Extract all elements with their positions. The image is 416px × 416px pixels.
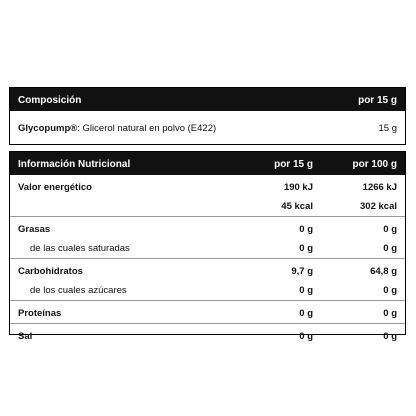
row-value-b: 302 kcal	[360, 201, 397, 212]
row-value-b: 1266 kJ	[362, 182, 397, 193]
row-label: Sal	[18, 331, 33, 342]
row-label: de los cuales azúcares	[30, 285, 127, 296]
row-value-b: 0 g	[383, 243, 397, 254]
row-label: Proteínas	[18, 308, 62, 319]
ingredient-name: Glycopump®	[18, 123, 78, 134]
row-fat: Grasas 0 g 0 g	[10, 220, 405, 239]
row-value-a: 0 g	[299, 331, 313, 342]
row-salt: Sal 0 g 0 g	[10, 327, 405, 346]
composition-header-col: por 15 g	[358, 95, 397, 106]
nutrition-header: Información Nutricional por 15 g por 100…	[10, 152, 405, 175]
row-sugars: de los cuales azúcares 0 g 0 g	[10, 281, 405, 301]
row-carbs: Carbohidratos 9,7 g 64,8 g	[10, 262, 405, 281]
composition-table: Composición por 15 g Glycopump®: Glicero…	[9, 87, 406, 145]
row-label: Carbohidratos	[18, 266, 83, 277]
ingredient-value: 15 g	[378, 123, 398, 134]
row-value-b: 64,8 g	[370, 266, 397, 277]
row-value-a: 0 g	[299, 308, 313, 319]
row-value-a: 45 kcal	[281, 201, 313, 212]
row-value-a: 0 g	[299, 224, 313, 235]
row-value-b: 0 g	[383, 331, 397, 342]
nutrition-header-label: Información Nutricional	[18, 159, 131, 170]
composition-header: Composición por 15 g	[10, 88, 405, 111]
row-value-a: 190 kJ	[283, 182, 313, 193]
row-value-a: 9,7 g	[291, 266, 313, 277]
row-saturated: de las cuales saturadas 0 g 0 g	[10, 239, 405, 259]
row-label: de las cuales saturadas	[30, 243, 130, 254]
row-energy-kcal: 45 kcal 302 kcal	[10, 197, 405, 217]
row-protein: Proteínas 0 g 0 g	[10, 304, 405, 324]
nutrition-header-col-a: por 15 g	[274, 159, 313, 170]
row-value-a: 0 g	[299, 285, 313, 296]
row-value-b: 0 g	[383, 308, 397, 319]
row-label: Grasas	[18, 224, 51, 235]
composition-row: Glycopump®: Glicerol natural en polvo (E…	[10, 119, 405, 138]
row-value-b: 0 g	[383, 224, 397, 235]
row-energy-kj: Valor energético 190 kJ 1266 kJ	[10, 178, 405, 197]
nutrition-table: Información Nutricional por 15 g por 100…	[9, 151, 406, 342]
nutrition-header-col-b: por 100 g	[352, 159, 397, 170]
row-value-a: 0 g	[299, 243, 313, 254]
composition-header-label: Composición	[18, 95, 82, 106]
row-value-b: 0 g	[383, 285, 397, 296]
row-label: Valor energético	[18, 182, 92, 193]
ingredient-text: Glycopump®: Glicerol natural en polvo (E…	[18, 123, 216, 134]
ingredient-desc: : Glicerol natural en polvo (E422)	[77, 123, 217, 134]
